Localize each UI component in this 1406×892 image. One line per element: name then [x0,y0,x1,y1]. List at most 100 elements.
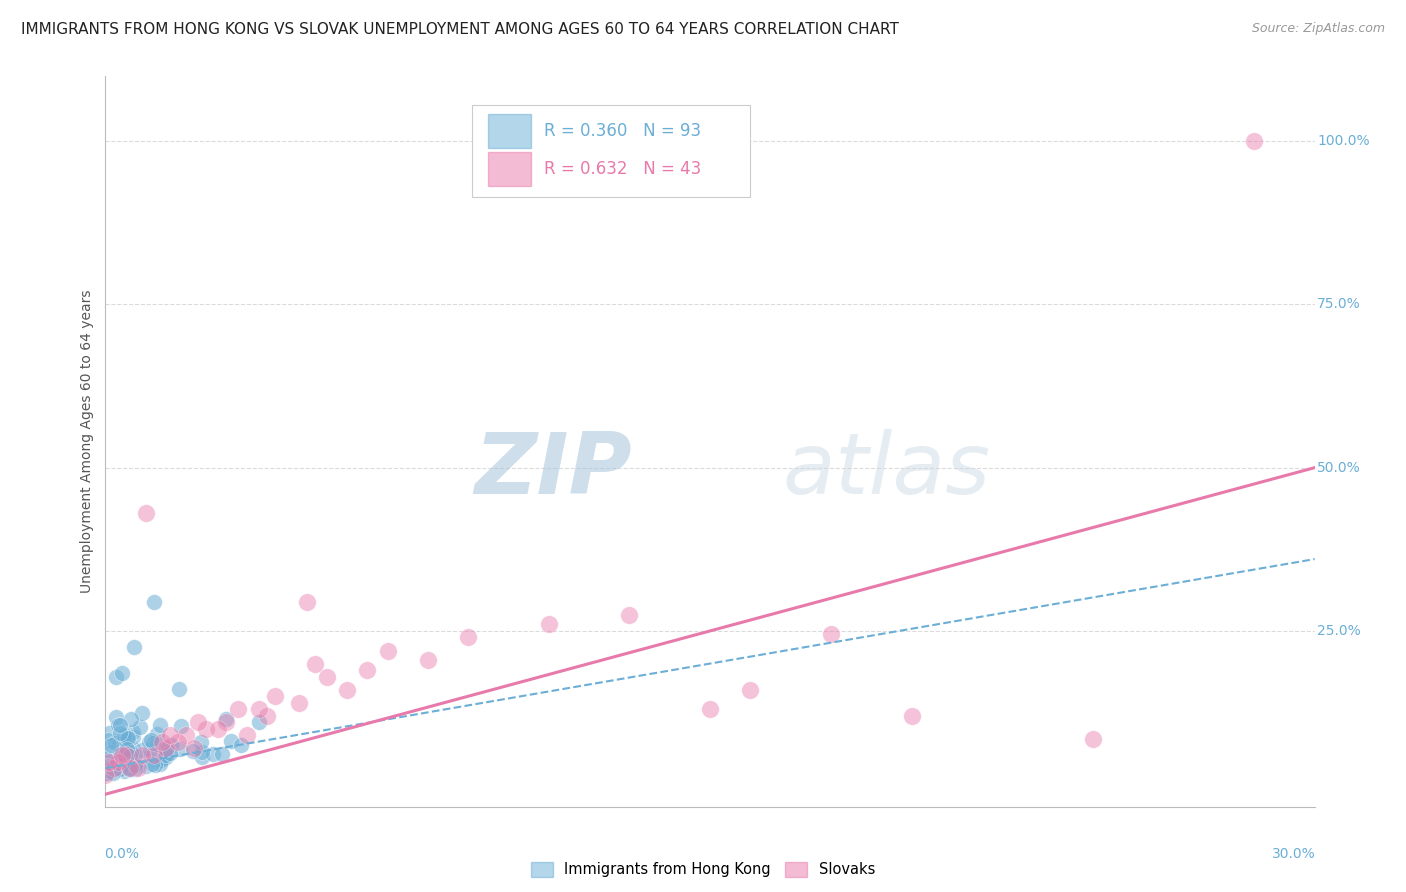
Point [117,731,139,746]
FancyBboxPatch shape [472,105,749,196]
Point [97,726,120,740]
Point [110,747,132,762]
Point [183,744,205,758]
Point [215,712,238,726]
Point [124,758,146,772]
Point [295,594,318,608]
Point [699,702,721,716]
Point [112,728,135,742]
Point [229,738,252,752]
Point [118,762,141,776]
Point [235,728,257,742]
Point [146,727,169,741]
Point [155,748,177,763]
Point [207,722,229,736]
Point [114,747,136,762]
Point [143,758,166,772]
Point [96,752,118,766]
Text: R = 0.360   N = 93: R = 0.360 N = 93 [544,121,702,140]
Point [107,756,129,771]
Text: 75.0%: 75.0% [1317,297,1361,311]
Text: IMMIGRANTS FROM HONG KONG VS SLOVAK UNEMPLOYMENT AMONG AGES 60 TO 64 YEARS CORRE: IMMIGRANTS FROM HONG KONG VS SLOVAK UNEM… [21,22,898,37]
Point [97,733,120,747]
Point [118,761,141,775]
Text: 25.0%: 25.0% [1317,624,1361,638]
Point [110,762,132,776]
Point [215,715,238,730]
Point [141,756,163,771]
Y-axis label: Unemployment Among Ages 60 to 64 years: Unemployment Among Ages 60 to 64 years [80,290,94,593]
Point [105,670,128,684]
Point [900,708,922,723]
Point [139,733,162,747]
Point [142,736,165,750]
Point [149,757,172,772]
Point [167,735,190,749]
Point [150,753,173,767]
Point [304,657,326,671]
Point [1081,731,1104,746]
Point [142,747,165,762]
Point [145,737,167,751]
Point [138,735,160,749]
Text: 30.0%: 30.0% [1272,847,1316,862]
Point [114,739,136,753]
Point [124,747,146,762]
FancyBboxPatch shape [488,152,531,186]
Point [128,721,150,735]
Point [127,759,149,773]
Point [191,745,214,759]
Point [98,764,121,778]
Point [131,742,153,756]
Point [141,748,163,763]
Point [149,717,172,731]
Point [139,743,162,757]
Point [118,751,141,765]
Point [122,741,145,756]
Point [1243,134,1265,148]
Point [336,682,359,697]
Text: R = 0.632   N = 43: R = 0.632 N = 43 [544,160,702,178]
Point [202,747,225,762]
Text: 0.0%: 0.0% [104,847,139,862]
Point [167,682,190,697]
Point [191,750,214,764]
Point [187,715,209,730]
Point [183,741,205,756]
FancyBboxPatch shape [488,114,531,147]
Point [97,759,120,773]
Point [169,742,191,756]
Point [121,763,143,777]
Point [159,728,181,742]
Point [111,758,134,772]
Point [121,724,143,739]
Point [263,690,285,704]
Point [247,702,270,716]
Point [103,763,125,777]
Point [135,759,157,773]
Point [112,733,135,747]
Point [111,753,134,767]
Point [135,507,157,521]
Point [537,617,560,632]
Point [377,643,399,657]
Point [118,751,141,765]
Point [155,750,177,764]
Text: atlas: atlas [783,429,991,512]
Point [457,631,479,645]
Point [316,670,339,684]
Point [155,741,177,756]
Point [100,738,122,752]
Point [170,719,193,733]
Point [127,761,149,775]
Point [98,755,121,769]
Point [211,747,233,761]
Point [150,735,173,749]
Point [104,736,127,750]
Point [122,640,145,655]
Point [120,759,142,773]
Point [108,717,131,731]
Point [228,702,250,716]
Point [121,747,143,762]
Point [120,759,142,773]
